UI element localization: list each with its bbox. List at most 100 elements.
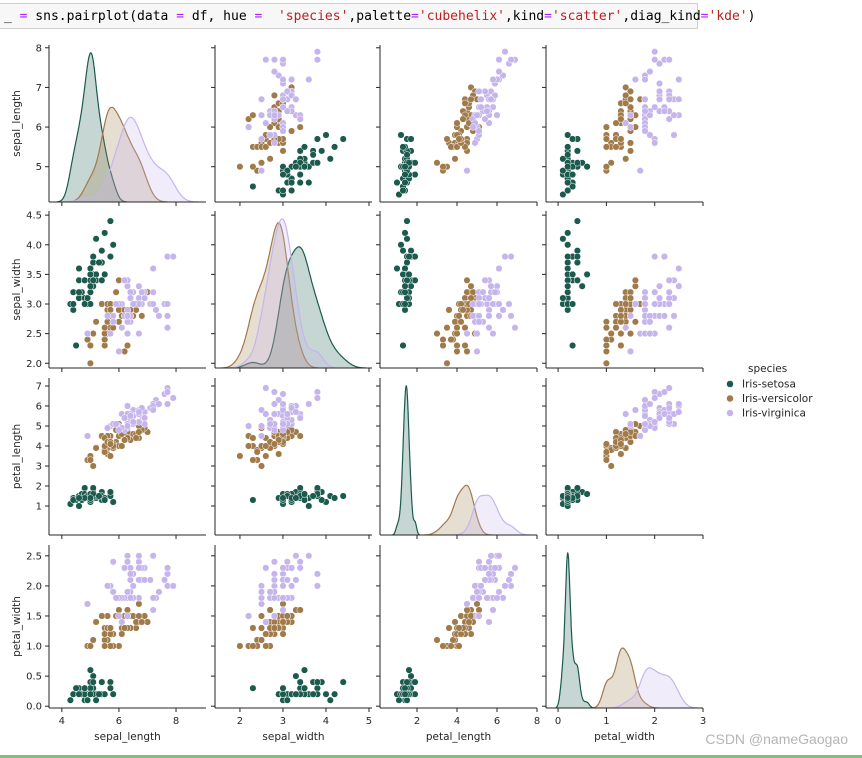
point-Iris-versicolor xyxy=(257,612,266,620)
point-Iris-virginica xyxy=(283,558,291,566)
point-Iris-setosa xyxy=(569,270,577,278)
point-Iris-virginica xyxy=(505,300,513,308)
x-tick-label: 4 xyxy=(323,716,329,727)
point-Iris-setosa xyxy=(411,159,419,167)
point-Iris-virginica xyxy=(485,324,493,332)
point-Iris-virginica xyxy=(675,95,683,103)
point-Iris-versicolor xyxy=(98,612,106,620)
point-Iris-virginica xyxy=(313,388,321,396)
point-Iris-setosa xyxy=(399,143,407,151)
point-Iris-versicolor xyxy=(275,450,283,458)
point-Iris-virginica xyxy=(641,107,649,115)
point-Iris-virginica xyxy=(262,564,270,572)
point-Iris-setosa xyxy=(279,494,287,502)
point-Iris-virginica xyxy=(665,414,673,422)
point-Iris-virginica xyxy=(169,394,177,402)
point-Iris-virginica xyxy=(279,426,287,434)
point-Iris-versicolor xyxy=(236,452,244,460)
point-Iris-virginica xyxy=(123,558,132,566)
y-axis-label: sepal_length xyxy=(11,90,23,157)
point-Iris-versicolor xyxy=(626,288,635,296)
point-Iris-virginica xyxy=(646,131,654,139)
point-Iris-virginica xyxy=(112,420,120,428)
point-Iris-virginica xyxy=(655,79,664,88)
point-Iris-virginica xyxy=(631,300,639,308)
kde-fill-Iris-setosa xyxy=(392,385,420,535)
point-Iris-versicolor xyxy=(461,99,469,107)
point-Iris-versicolor xyxy=(626,294,635,302)
point-Iris-setosa xyxy=(564,282,572,290)
point-Iris-setosa xyxy=(95,258,103,267)
point-Iris-virginica xyxy=(135,564,143,572)
point-Iris-virginica xyxy=(670,111,678,119)
point-Iris-setosa xyxy=(300,163,309,171)
point-Iris-virginica xyxy=(473,588,481,596)
point-Iris-virginica xyxy=(487,552,495,560)
point-Iris-versicolor xyxy=(457,612,465,620)
point-Iris-setosa xyxy=(89,672,97,680)
point-Iris-virginica xyxy=(262,618,270,626)
kde-line-Iris-setosa xyxy=(56,52,127,202)
point-Iris-versicolor xyxy=(123,341,132,350)
kde-fill-Iris-virginica xyxy=(62,117,199,202)
point-Iris-versicolor xyxy=(467,282,475,290)
point-Iris-virginica xyxy=(646,318,654,326)
point-Iris-virginica xyxy=(292,552,300,560)
point-Iris-virginica xyxy=(646,111,654,119)
point-Iris-versicolor xyxy=(626,306,635,314)
point-Iris-setosa xyxy=(399,341,407,350)
point-Iris-setosa xyxy=(397,131,405,139)
point-Iris-virginica xyxy=(469,123,477,131)
kde-fill-Iris-versicolor xyxy=(424,485,492,535)
point-Iris-setosa xyxy=(559,167,567,175)
point-Iris-versicolor xyxy=(270,91,278,99)
point-Iris-setosa xyxy=(92,235,100,243)
point-Iris-virginica xyxy=(257,600,266,608)
kde-line-Iris-versicolor xyxy=(67,106,168,202)
point-Iris-setosa xyxy=(313,678,321,686)
point-Iris-versicolor xyxy=(612,119,620,127)
x-tick-label: 2 xyxy=(652,716,658,727)
point-Iris-setosa xyxy=(411,690,419,698)
point-Iris-virginica xyxy=(665,56,673,64)
panel-sepal_length-vs-sepal_width xyxy=(211,45,372,206)
point-Iris-virginica xyxy=(651,253,659,261)
point-Iris-virginica xyxy=(141,294,149,302)
y-tick-label: 1.0 xyxy=(26,642,42,653)
point-Iris-virginica xyxy=(485,570,493,578)
point-Iris-virginica xyxy=(262,384,270,392)
point-Iris-versicolor xyxy=(602,135,610,143)
point-Iris-versicolor xyxy=(92,618,100,626)
point-Iris-setosa xyxy=(313,684,321,692)
point-Iris-virginica xyxy=(112,594,120,602)
kde-fill-Iris-virginica xyxy=(607,667,698,708)
point-Iris-setosa xyxy=(81,300,89,308)
point-Iris-versicolor xyxy=(602,347,610,355)
point-Iris-virginica xyxy=(665,300,673,308)
point-Iris-virginica xyxy=(121,414,129,422)
point-Iris-virginica xyxy=(270,410,278,418)
point-Iris-virginica xyxy=(161,576,169,584)
point-Iris-virginica xyxy=(313,570,321,578)
x-axis-label: petal_length xyxy=(426,731,491,743)
point-Iris-virginica xyxy=(641,412,649,420)
point-Iris-versicolor xyxy=(622,300,630,308)
point-Iris-setosa xyxy=(583,490,591,498)
y-tick-label: 4.0 xyxy=(26,240,42,251)
code-token: ) xyxy=(747,9,756,24)
code-token: 'cubehelix' xyxy=(418,9,505,24)
point-Iris-virginica xyxy=(622,410,630,418)
point-Iris-setosa xyxy=(559,294,567,302)
point-Iris-virginica xyxy=(129,418,137,426)
code-token: = xyxy=(700,9,709,24)
point-Iris-setosa xyxy=(569,135,577,143)
point-Iris-virginica xyxy=(651,48,659,56)
point-Iris-setosa xyxy=(564,288,572,296)
point-Iris-setosa xyxy=(86,494,94,502)
code-cell-input[interactable]: _ = sns.pairplot(data = df, hue = 'speci… xyxy=(0,3,755,29)
point-Iris-virginica xyxy=(270,388,278,396)
point-Iris-setosa xyxy=(564,264,572,273)
point-Iris-setosa xyxy=(573,253,581,261)
point-Iris-versicolor xyxy=(266,155,274,163)
point-Iris-setosa xyxy=(403,151,411,159)
